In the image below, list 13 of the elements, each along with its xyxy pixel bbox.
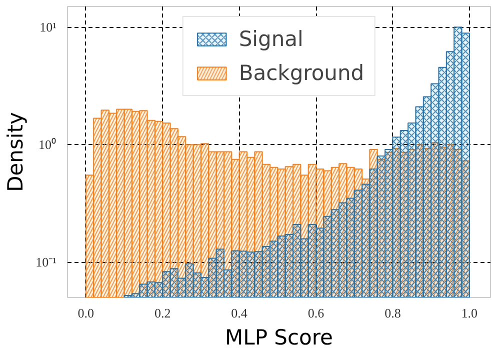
x-tick-label: 0.4 (231, 306, 248, 320)
x-axis-title: MLP Score (225, 326, 333, 350)
x-tick-label: 0.2 (154, 306, 171, 320)
legend-label: Background (238, 61, 364, 85)
x-tick-label: 0.0 (78, 306, 94, 320)
y-tick-label: 10⁰ (38, 137, 56, 152)
y-tick-label: 10¹ (40, 20, 57, 35)
y-axis-title: Density (4, 112, 28, 192)
legend-label: Signal (238, 27, 304, 51)
x-tick-label: 0.8 (384, 306, 401, 320)
x-tick-label: 0.6 (308, 306, 325, 320)
y-tick-label: 10⁻¹ (36, 254, 57, 270)
x-tick-label: 1.0 (461, 306, 478, 320)
